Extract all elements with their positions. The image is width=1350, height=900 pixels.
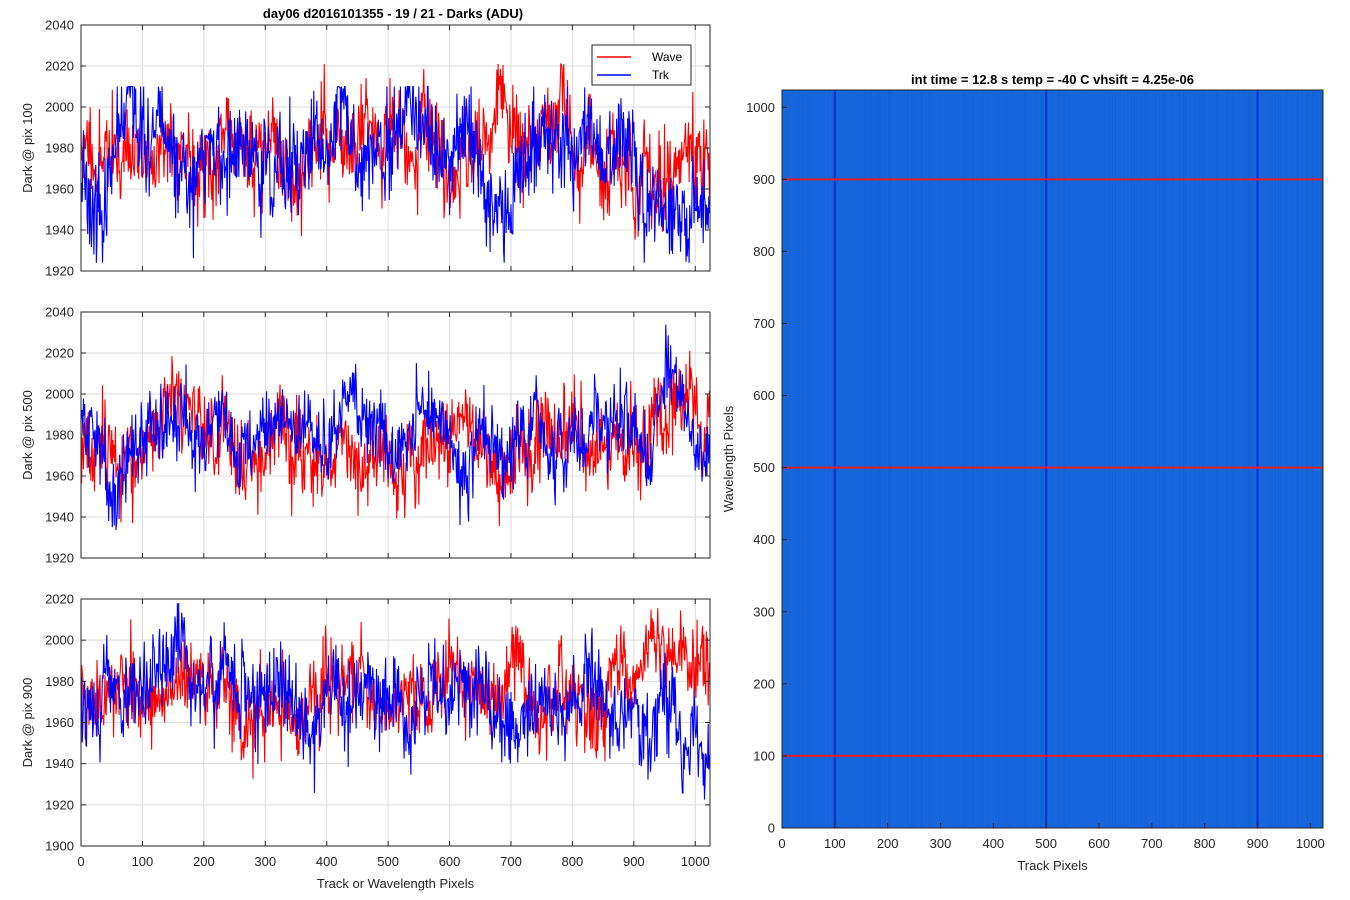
y-tick-label: 900 bbox=[753, 172, 775, 187]
y-tick-label: 2000 bbox=[45, 633, 74, 648]
y-tick-label: 1980 bbox=[45, 141, 74, 156]
y-tick-label: 400 bbox=[753, 532, 775, 547]
legend: Wave Trk bbox=[591, 44, 692, 86]
plot-dark-pix-500: 1920 1940 1960 1980 2000 2020 2040 Dark @ pix 5… bbox=[20, 305, 711, 566]
x-tick-label: 600 bbox=[1088, 836, 1110, 851]
legend-trk-label: Trk bbox=[652, 68, 670, 82]
x-tick-label: 500 bbox=[1035, 836, 1057, 851]
x-tick-label: 700 bbox=[500, 854, 522, 869]
x-tick-label: 900 bbox=[1247, 836, 1269, 851]
y-tick-label: 1940 bbox=[45, 756, 74, 771]
y-tick-label: 2000 bbox=[45, 100, 74, 115]
x-tick-label: 600 bbox=[439, 854, 461, 869]
x-tick-label: 900 bbox=[623, 854, 645, 869]
x-tick-label: 400 bbox=[316, 854, 338, 869]
y-tick-label: 1940 bbox=[45, 510, 74, 525]
y-tick-label: 300 bbox=[753, 604, 775, 619]
y-tick-label: 800 bbox=[753, 244, 775, 259]
y-tick-label: 2020 bbox=[45, 59, 74, 74]
y-tick-label: 1960 bbox=[45, 182, 74, 197]
y-tick-label: 1920 bbox=[45, 264, 74, 279]
y-tick-label: 200 bbox=[753, 676, 775, 691]
y-tick-label: 500 bbox=[753, 460, 775, 475]
x-tick-label: 300 bbox=[930, 836, 952, 851]
image-axes-frame bbox=[781, 89, 1324, 829]
x-tick-label: 1000 bbox=[1296, 836, 1325, 851]
legend-wave-label: Wave bbox=[652, 50, 683, 64]
y-tick-label: 2000 bbox=[45, 387, 74, 402]
y-tick-label: 1900 bbox=[45, 839, 74, 854]
x-tick-label: 300 bbox=[254, 854, 276, 869]
y-axis-label: Dark @ pix 100 bbox=[20, 103, 35, 193]
x-tick-label: 0 bbox=[778, 836, 785, 851]
image-title: int time = 12.8 s temp = -40 C vhsift = … bbox=[911, 72, 1194, 87]
x-axis-label: Track Pixels bbox=[1017, 858, 1088, 873]
series-line-trk bbox=[80, 603, 710, 800]
y-tick-label: 600 bbox=[753, 388, 775, 403]
series-line-trk bbox=[80, 324, 710, 531]
image-field bbox=[782, 90, 1323, 828]
y-tick-label: 1000 bbox=[746, 100, 775, 115]
x-tick-label: 100 bbox=[824, 836, 846, 851]
x-tick-label: 800 bbox=[562, 854, 584, 869]
x-tick-label: 700 bbox=[1141, 836, 1163, 851]
x-tick-label: 1000 bbox=[681, 854, 710, 869]
x-tick-label: 100 bbox=[132, 854, 154, 869]
y-axis-label: Dark @ pix 500 bbox=[20, 390, 35, 480]
plot-dark-pix-900: 0 100 200 300 400 500 600 700 800 900 1000 1900 1920… bbox=[20, 592, 711, 891]
y-tick-label: 1960 bbox=[45, 469, 74, 484]
series-line-trk bbox=[80, 85, 710, 263]
x-tick-label: 200 bbox=[877, 836, 899, 851]
y-tick-label: 100 bbox=[753, 748, 775, 763]
y-tick-label: 1980 bbox=[45, 428, 74, 443]
y-tick-label: 2040 bbox=[45, 305, 74, 320]
y-tick-label: 1960 bbox=[45, 715, 74, 730]
y-tick-label: 1940 bbox=[45, 223, 74, 238]
y-tick-label: 2020 bbox=[45, 346, 74, 361]
y-axis-label: Wavelength Pixels bbox=[721, 405, 736, 512]
dark-image-plot: int time = 12.8 s temp = -40 C vhsift = … bbox=[721, 72, 1325, 873]
y-tick-label: 1980 bbox=[45, 674, 74, 689]
y-tick-label: 2040 bbox=[45, 18, 74, 33]
x-tick-label: 500 bbox=[377, 854, 399, 869]
x-axis-label: Track or Wavelength Pixels bbox=[317, 876, 475, 891]
x-tick-label: 400 bbox=[982, 836, 1004, 851]
y-tick-label: 700 bbox=[753, 316, 775, 331]
y-tick-label: 1920 bbox=[45, 551, 74, 566]
x-tick-label: 800 bbox=[1194, 836, 1216, 851]
figure-title: day06 d2016101355 - 19 / 21 - Darks (ADU… bbox=[263, 6, 523, 21]
x-tick-label: 200 bbox=[193, 854, 215, 869]
x-tick-label: 0 bbox=[77, 854, 84, 869]
legend-box bbox=[591, 44, 692, 86]
y-axis-label: Dark @ pix 900 bbox=[20, 678, 35, 768]
y-tick-label: 1920 bbox=[45, 797, 74, 812]
y-tick-label: 2020 bbox=[45, 592, 74, 607]
y-tick-label: 0 bbox=[768, 821, 775, 836]
